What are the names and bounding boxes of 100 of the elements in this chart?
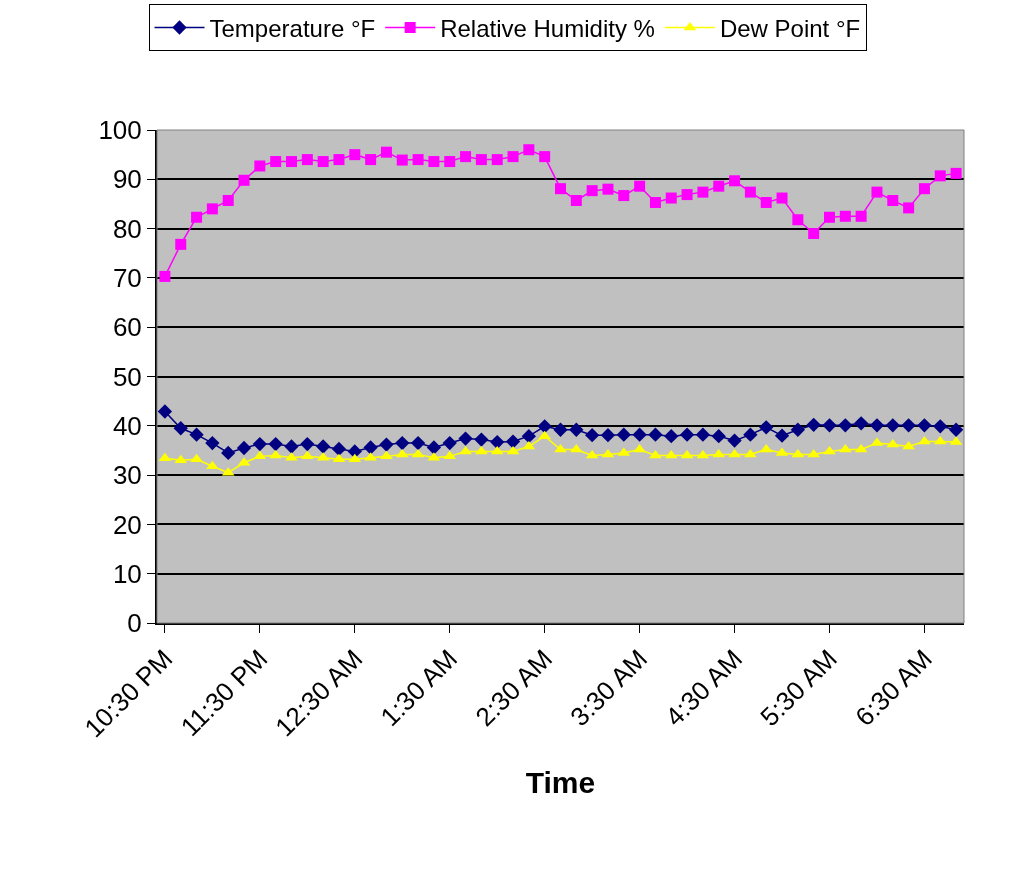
point [713, 180, 725, 192]
point [792, 214, 804, 226]
y-tick-label: 10 [112, 558, 142, 589]
point [759, 420, 774, 435]
point [475, 154, 487, 166]
point [854, 416, 869, 431]
point [681, 189, 693, 201]
legend-label: Dew Point °F [719, 14, 861, 42]
point [933, 419, 948, 434]
point [459, 445, 472, 455]
point [728, 448, 741, 458]
point [380, 146, 392, 158]
point [253, 450, 267, 460]
point [790, 422, 805, 437]
y-tick-label: 80 [112, 213, 142, 244]
point [221, 445, 236, 461]
point [616, 427, 631, 442]
point [553, 422, 568, 437]
point [759, 443, 773, 453]
point [521, 429, 536, 444]
point [268, 436, 283, 452]
point [838, 418, 853, 433]
x-axis-title: Time [525, 766, 596, 800]
point [854, 443, 868, 453]
point [664, 429, 679, 444]
point [632, 427, 647, 442]
point [332, 453, 346, 463]
point [300, 436, 315, 452]
point [269, 449, 283, 459]
point [569, 443, 583, 453]
y-tick-label: 60 [112, 312, 142, 343]
point [365, 154, 377, 166]
y-tick-label: 50 [112, 361, 142, 392]
point [585, 428, 600, 443]
point [396, 154, 408, 166]
point [523, 144, 535, 156]
point [411, 448, 425, 458]
point [697, 186, 709, 198]
point [601, 448, 615, 458]
point [317, 156, 329, 168]
point [808, 228, 820, 240]
point [806, 417, 821, 432]
point [633, 443, 646, 453]
point [191, 211, 203, 223]
point [869, 418, 885, 433]
point [744, 186, 756, 198]
point [158, 452, 172, 462]
point [839, 210, 851, 222]
point [348, 453, 362, 463]
point [206, 203, 218, 215]
point [190, 453, 203, 463]
point [252, 436, 267, 452]
point [774, 428, 790, 443]
point [537, 419, 552, 434]
y-tick-label: 90 [112, 164, 142, 195]
point [460, 151, 472, 163]
legend-label: Relative Humidity % [440, 14, 655, 42]
point [205, 435, 220, 451]
point [331, 441, 347, 457]
point [380, 450, 393, 460]
point [157, 404, 173, 419]
point [887, 195, 899, 206]
point [379, 437, 394, 452]
point [648, 427, 663, 442]
point [711, 429, 726, 444]
point [349, 149, 361, 161]
point [490, 434, 505, 450]
point [586, 185, 598, 197]
point [918, 183, 930, 195]
point [570, 195, 582, 206]
x-tick-label: 4:30 AM [659, 643, 748, 733]
point [885, 418, 900, 433]
point [410, 435, 426, 451]
point [585, 449, 599, 459]
point [823, 445, 836, 455]
point [506, 445, 520, 455]
point [300, 450, 314, 460]
point [917, 418, 932, 433]
point [822, 418, 837, 433]
point [696, 449, 710, 459]
point [950, 167, 962, 179]
point [649, 449, 662, 459]
point [505, 434, 521, 449]
point [475, 445, 488, 455]
y-tick-label: 100 [98, 115, 142, 146]
point [712, 448, 726, 458]
point [618, 190, 630, 202]
point [363, 440, 378, 455]
point [159, 270, 171, 282]
point [934, 170, 946, 182]
point [744, 448, 757, 458]
point [679, 427, 695, 442]
y-tick-label: 70 [112, 263, 142, 293]
point [222, 195, 234, 206]
y-tick-label: 20 [112, 509, 142, 540]
point [428, 156, 440, 168]
point [903, 202, 915, 214]
point [507, 151, 519, 163]
point [569, 422, 584, 437]
point [539, 151, 551, 163]
